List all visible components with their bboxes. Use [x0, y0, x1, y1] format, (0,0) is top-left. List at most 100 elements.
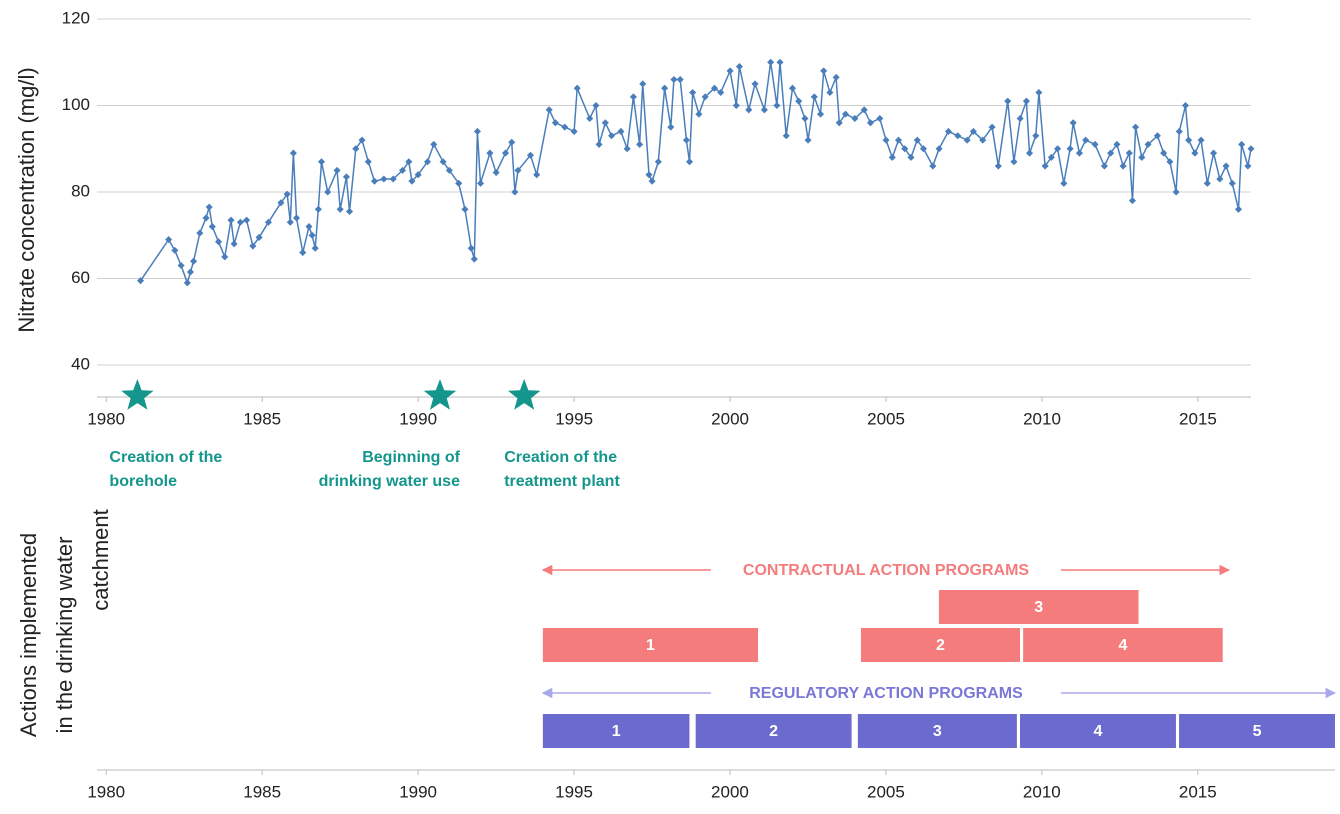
data-point [935, 145, 943, 153]
data-point [701, 93, 709, 101]
star-marker [121, 379, 154, 410]
data-point [654, 158, 662, 166]
data-point [1222, 162, 1230, 170]
program-label: 3 [1034, 599, 1043, 616]
data-point [717, 88, 725, 97]
x-tick-label: 2010 [1023, 409, 1061, 428]
data-point [202, 214, 210, 222]
data-point [623, 145, 631, 153]
data-point [570, 127, 578, 135]
data-point [277, 199, 285, 207]
data-point [508, 138, 516, 146]
data-point [608, 132, 616, 140]
data-point [389, 175, 397, 183]
data-point [882, 136, 890, 144]
x-tick-label: 2000 [711, 782, 749, 801]
data-point [1035, 88, 1043, 97]
data-point [1010, 158, 1018, 166]
data-point [894, 136, 903, 144]
annotation-label: borehole [109, 473, 177, 490]
program-bar [1020, 714, 1176, 748]
y-axis-label: catchment [88, 509, 113, 611]
data-point [1082, 136, 1090, 144]
data-point [346, 207, 354, 215]
data-point [969, 127, 977, 135]
data-point [929, 162, 937, 170]
program-bar [542, 628, 759, 662]
program-bar [1023, 628, 1223, 662]
data-point [826, 88, 834, 97]
data-point [835, 119, 843, 127]
data-point [592, 101, 600, 110]
data-point [311, 244, 319, 252]
data-point [405, 158, 413, 166]
data-point [501, 149, 510, 157]
data-point [286, 218, 294, 226]
annotation-label: Beginning of [362, 449, 460, 466]
data-point [573, 84, 581, 92]
x-tick-label: 1985 [243, 782, 281, 801]
data-point [963, 136, 971, 144]
data-point [551, 119, 559, 127]
y-tick-label: 80 [71, 181, 90, 200]
data-point [317, 158, 326, 166]
data-point [455, 179, 463, 187]
data-point [901, 145, 909, 153]
program-bar [938, 590, 1139, 624]
data-point [292, 214, 301, 222]
x-tick-label: 1990 [399, 409, 437, 428]
data-point [526, 151, 534, 159]
data-point [866, 119, 874, 127]
data-point [1191, 149, 1199, 157]
data-point [1025, 149, 1034, 157]
data-point [667, 123, 675, 131]
data-point [1238, 140, 1246, 148]
data-point [1016, 114, 1024, 123]
data-point [776, 58, 784, 66]
data-point [1100, 162, 1108, 170]
data-point [1022, 97, 1030, 105]
data-point [586, 114, 594, 123]
x-tick-label: 2015 [1179, 409, 1217, 428]
data-point [1138, 153, 1146, 161]
data-point [283, 190, 291, 198]
group-label: REGULATORY ACTION PROGRAMS [749, 685, 1023, 702]
data-point [165, 236, 173, 244]
program-label: 1 [646, 637, 655, 654]
data-point [1175, 127, 1183, 135]
data-point [1203, 179, 1211, 187]
data-point [1032, 132, 1040, 140]
data-point [913, 136, 921, 144]
x-tick-label: 2005 [867, 409, 905, 428]
data-point [1216, 175, 1224, 183]
program-label: 4 [1094, 723, 1103, 740]
x-tick-label: 1995 [555, 409, 593, 428]
data-point [208, 223, 216, 231]
data-point [1185, 136, 1193, 144]
data-point [336, 205, 344, 213]
data-point [1197, 136, 1205, 144]
data-point [907, 153, 915, 161]
data-point [661, 84, 669, 92]
program-bar [695, 714, 852, 748]
data-point [423, 158, 432, 166]
program-bar [857, 714, 1017, 748]
data-point [299, 249, 307, 257]
data-point [1125, 149, 1133, 157]
data-point [236, 218, 244, 226]
data-point [760, 106, 768, 114]
data-point [1181, 101, 1190, 110]
x-tick-label: 1980 [87, 782, 125, 801]
x-tick-label: 2015 [1179, 782, 1217, 801]
data-point [629, 93, 637, 101]
data-point [1060, 179, 1068, 187]
data-point [470, 255, 478, 263]
data-line [139, 62, 1252, 286]
data-point [183, 279, 191, 287]
program-label: 2 [936, 637, 945, 654]
data-point [342, 173, 350, 181]
y-axis-label: Actions implemented [16, 533, 41, 737]
data-point [979, 136, 987, 144]
data-point [1119, 162, 1127, 170]
data-point [795, 97, 803, 105]
